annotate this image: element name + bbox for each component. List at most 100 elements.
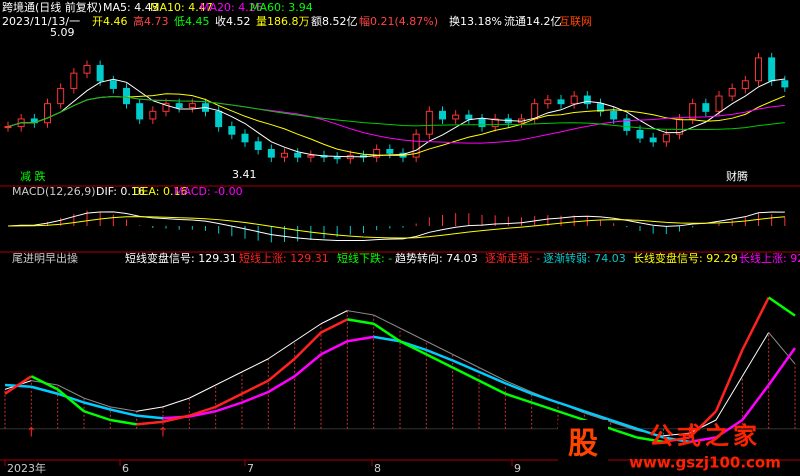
indicator-name: 尾进明早出操 xyxy=(12,251,78,265)
trend-line xyxy=(110,406,137,412)
candle xyxy=(254,141,262,150)
candle xyxy=(294,152,302,158)
short-line xyxy=(714,349,744,412)
indicator-label: 长线上涨: 92.29 xyxy=(739,251,800,265)
trend-line xyxy=(426,340,453,355)
long-line xyxy=(136,414,164,420)
trend-line xyxy=(294,323,322,342)
candle xyxy=(281,152,288,158)
short-line xyxy=(399,340,427,356)
note: 财腾 xyxy=(726,169,748,183)
indicator-label: 短线上涨: 129.31 xyxy=(239,251,329,265)
axis-label: 2023年 xyxy=(7,461,46,475)
short-line xyxy=(478,379,506,395)
long-line xyxy=(373,335,401,343)
short-line xyxy=(741,296,770,351)
candle xyxy=(109,80,117,89)
quote-item: 量186.8万 xyxy=(256,15,310,28)
quote-item: 开4.46 xyxy=(92,15,128,28)
indicator-label: 短线变盘信号: 129.31 xyxy=(125,251,237,265)
candle xyxy=(755,57,762,82)
axis-label: 7 xyxy=(247,462,254,475)
candle xyxy=(689,103,697,120)
candle xyxy=(702,103,710,112)
candle xyxy=(610,110,618,120)
dea: DEA: 0.16 xyxy=(133,185,187,198)
candle xyxy=(597,103,604,112)
ma-line xyxy=(7,93,786,156)
trend-line xyxy=(83,397,111,408)
short-line xyxy=(452,366,480,382)
candle xyxy=(136,103,144,120)
trend-line xyxy=(347,310,374,316)
quote-item: 换13.18% xyxy=(449,14,502,28)
axis-label: 6 xyxy=(122,462,129,475)
long-line xyxy=(767,347,797,386)
short-line xyxy=(4,375,33,395)
logo-icon: 股 xyxy=(568,427,598,462)
candle xyxy=(662,133,670,143)
indicator-label: 逐渐走强: - xyxy=(485,251,540,265)
short-line xyxy=(215,392,243,408)
trend-line xyxy=(136,406,164,412)
logo-url: www.gszj100.com xyxy=(629,454,781,472)
short-line xyxy=(767,296,796,317)
candle xyxy=(570,95,578,105)
candle xyxy=(425,110,433,135)
long-line xyxy=(531,392,559,404)
short-line xyxy=(188,405,217,417)
trend-line xyxy=(452,353,480,368)
long-line xyxy=(293,353,322,378)
trend-line xyxy=(741,332,770,377)
long-line xyxy=(741,384,770,421)
candle xyxy=(623,118,631,131)
candle xyxy=(781,80,789,88)
quote-item: 2023/11/13/一 xyxy=(2,15,80,28)
ma20: MA20: 4.26 xyxy=(200,1,263,14)
dif-line xyxy=(7,211,785,241)
candle xyxy=(70,72,78,89)
dea-line xyxy=(7,216,785,239)
long-line xyxy=(452,359,480,374)
trend-line xyxy=(715,375,743,421)
logo-box xyxy=(558,420,608,468)
trend-line xyxy=(478,367,506,382)
axis-label: 9 xyxy=(514,462,521,475)
quote-item: 低4.45 xyxy=(174,15,210,28)
short-line xyxy=(267,357,296,382)
candle xyxy=(768,57,776,82)
short-line xyxy=(425,353,454,369)
candle xyxy=(57,87,65,105)
long-line xyxy=(583,410,612,422)
candle xyxy=(715,95,723,112)
trend-line xyxy=(57,384,85,399)
candle xyxy=(544,99,552,105)
trend-line xyxy=(689,419,717,434)
short-line xyxy=(241,379,269,395)
candle xyxy=(162,103,170,112)
candle xyxy=(386,148,394,154)
quote-item: 额8.52亿 xyxy=(311,15,358,28)
long-line xyxy=(557,401,585,413)
short-line xyxy=(30,375,59,391)
candle xyxy=(452,114,460,120)
long-line xyxy=(215,401,243,413)
short-line xyxy=(293,331,322,360)
long-line xyxy=(504,382,533,395)
trend-line xyxy=(373,314,401,329)
ma-line xyxy=(7,95,785,130)
candle xyxy=(307,155,315,158)
short-line xyxy=(531,401,559,413)
candle xyxy=(267,148,275,158)
candle xyxy=(478,118,486,128)
candle xyxy=(215,110,223,128)
candle xyxy=(636,129,644,139)
ma5: MA5: 4.43 xyxy=(103,1,159,14)
stock-name: 跨境通(日线 前复权) xyxy=(2,0,102,14)
candle xyxy=(44,103,51,124)
candle xyxy=(557,99,565,105)
trend-line xyxy=(268,340,295,360)
buy-arrow: ↑ xyxy=(26,425,37,440)
long-line xyxy=(110,408,137,417)
